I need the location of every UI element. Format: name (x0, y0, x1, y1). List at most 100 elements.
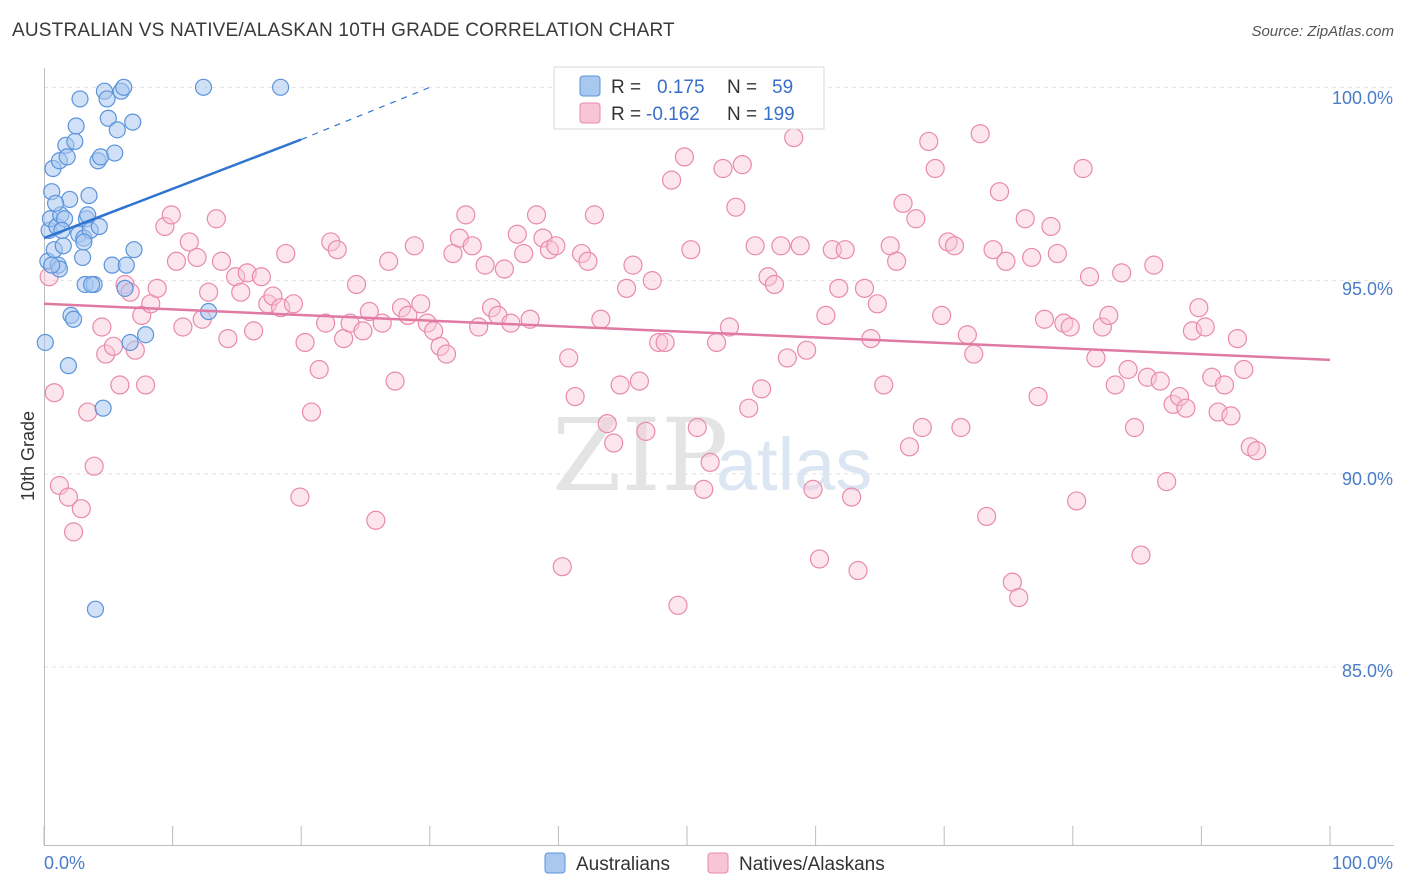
series-natives-alaskans (39, 124, 1267, 615)
data-point-natives (469, 317, 489, 337)
data-point-natives (481, 298, 502, 318)
data-point-natives (649, 332, 669, 353)
data-point-australians (116, 279, 134, 297)
data-point-natives (610, 375, 630, 395)
data-point-natives (411, 294, 431, 314)
data-point-natives (912, 417, 932, 438)
data-point-australians (125, 241, 143, 259)
data-point-natives (842, 487, 862, 507)
data-point-natives (385, 371, 405, 391)
data-point-natives (996, 251, 1016, 271)
data-point-natives (44, 383, 64, 403)
data-point-natives (1234, 359, 1254, 380)
data-point-natives (1157, 472, 1177, 492)
data-point-natives (906, 209, 926, 229)
data-point-natives (1137, 367, 1157, 387)
y-axis-label: 10th Grade (18, 411, 38, 501)
data-point-natives (514, 243, 534, 264)
data-point-australians (58, 148, 76, 166)
legend-n-label: N = (727, 104, 757, 125)
data-point-australians (64, 310, 83, 328)
data-point-natives (379, 251, 399, 271)
data-point-natives (309, 359, 329, 380)
data-point-natives (237, 263, 257, 283)
data-point-natives (739, 398, 759, 418)
data-point-natives (1131, 545, 1151, 565)
data-point-australians (272, 78, 290, 96)
data-point-australians (94, 399, 112, 417)
legend-r-label: R = (611, 104, 641, 125)
data-point-natives (983, 240, 1003, 260)
data-point-natives (719, 317, 740, 337)
data-point-natives (726, 197, 746, 217)
data-point-natives (1176, 398, 1196, 418)
data-point-natives (346, 274, 367, 295)
x-tick-label-max: 100.0% (1332, 853, 1393, 873)
data-point-natives (655, 332, 675, 353)
data-point-natives (1221, 406, 1241, 426)
data-point-natives (1047, 243, 1067, 264)
data-point-natives (494, 259, 514, 279)
data-point-natives (687, 417, 707, 438)
data-point-australians (71, 90, 89, 108)
data-point-natives (404, 236, 424, 256)
data-point-natives (745, 236, 765, 256)
data-point-natives (1022, 247, 1042, 268)
data-point-natives (1079, 267, 1100, 287)
data-point-natives (925, 158, 945, 179)
data-point-natives (462, 236, 482, 256)
data-point-australians (99, 109, 117, 127)
data-point-natives (623, 255, 643, 275)
data-point-natives (964, 344, 984, 364)
data-point-natives (1067, 491, 1087, 511)
data-point-australians (46, 194, 65, 212)
data-point-natives (271, 298, 291, 318)
data-point-natives (353, 321, 373, 341)
x-ticks (43, 826, 1331, 845)
data-point-australians (124, 113, 142, 131)
legend-swatch-australians (579, 75, 601, 97)
data-point-natives (758, 267, 778, 287)
data-point-natives (166, 251, 187, 271)
data-point-australians (82, 275, 101, 294)
data-point-australians (194, 78, 213, 96)
legend-r-value: 0.175 (657, 77, 705, 98)
data-point-natives (1189, 298, 1209, 318)
data-point-natives (1195, 317, 1215, 337)
data-point-natives (526, 205, 547, 225)
data-point-natives (1099, 305, 1119, 326)
data-point-natives (1144, 255, 1164, 275)
data-point-natives (1182, 321, 1202, 341)
data-point-natives (700, 452, 720, 472)
data-point-natives (874, 375, 894, 395)
legend-r-value: -0.162 (646, 104, 700, 125)
data-point-natives (944, 236, 965, 256)
data-point-natives (668, 595, 688, 615)
data-point-natives (301, 402, 322, 422)
data-point-natives (681, 240, 701, 260)
data-point-natives (244, 321, 264, 341)
legend-n-value: 59 (772, 77, 793, 98)
data-point-natives (187, 247, 207, 268)
data-point-natives (899, 437, 920, 457)
data-point-natives (295, 332, 315, 353)
data-point-natives (327, 240, 347, 260)
data-point-natives (263, 286, 283, 306)
data-point-natives (784, 127, 804, 148)
data-point-natives (359, 301, 379, 322)
data-point-natives (1073, 158, 1093, 179)
data-point-natives (231, 282, 251, 302)
data-point-natives (63, 522, 84, 542)
data-point-australians (136, 326, 155, 344)
data-point-natives (1214, 375, 1235, 395)
data-point-natives (835, 240, 855, 260)
data-point-natives (211, 251, 232, 271)
data-point-natives (456, 205, 476, 225)
data-point-natives (854, 278, 875, 298)
data-point-natives (816, 305, 836, 326)
watermark-zip: ZIP (552, 397, 728, 514)
data-point-natives (919, 131, 939, 152)
data-point-natives (1118, 359, 1138, 380)
data-point-natives (764, 274, 785, 295)
